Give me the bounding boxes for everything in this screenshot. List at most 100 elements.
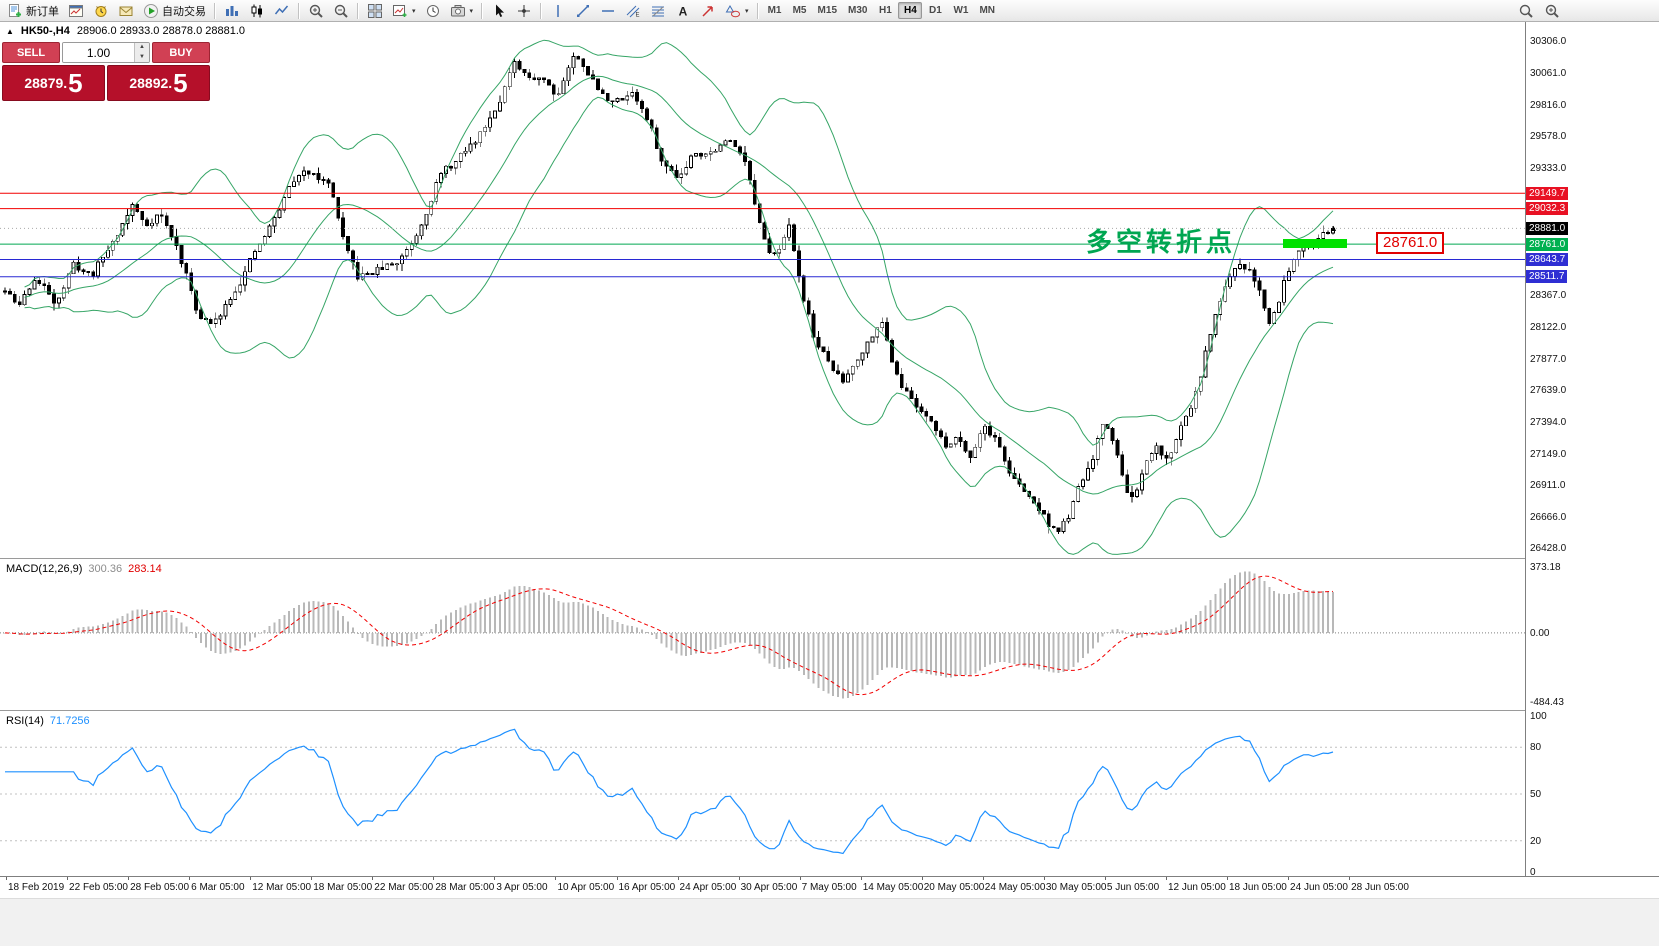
alarm-clock-icon bbox=[95, 5, 107, 17]
time-axis-tick bbox=[921, 877, 923, 880]
macd-label: MACD(12,26,9) 300.36 283.14 bbox=[6, 563, 162, 575]
price-tick-label: 26666.0 bbox=[1530, 511, 1567, 523]
timeframe-d1-button[interactable]: D1 bbox=[923, 2, 947, 19]
fibonacci-tool-button[interactable] bbox=[646, 1, 670, 20]
zoom-in-button[interactable] bbox=[304, 1, 328, 20]
chart-annotation-text[interactable]: 多空转折点 bbox=[1086, 227, 1237, 257]
timeframe-m30-button[interactable]: M30 bbox=[843, 2, 872, 19]
time-axis-tick bbox=[799, 877, 801, 880]
timeframe-w1-button[interactable]: W1 bbox=[948, 2, 973, 19]
toolbar: 新订单 自动交易 bbox=[0, 0, 1659, 22]
price-chart-panel[interactable]: ▲ HK50-,H4 28906.0 28933.0 28878.0 28881… bbox=[0, 22, 1525, 558]
line-chart-button[interactable] bbox=[270, 1, 294, 20]
period-clock-button[interactable] bbox=[421, 1, 445, 20]
price-line-tag: 28511.7 bbox=[1526, 270, 1568, 284]
buy-price[interactable]: 28892. 5 bbox=[107, 65, 210, 101]
horizontal-line-icon bbox=[602, 9, 615, 12]
new-order-button[interactable]: 新订单 bbox=[3, 1, 63, 20]
sell-price[interactable]: 28879. 5 bbox=[2, 65, 105, 101]
price-callout-label[interactable]: 28761.0 bbox=[1376, 232, 1445, 254]
vertical-line-tool-button[interactable] bbox=[546, 1, 570, 20]
timeframe-h1-button[interactable]: H1 bbox=[873, 2, 897, 19]
time-axis-tick bbox=[128, 877, 130, 880]
time-axis-tick bbox=[1043, 877, 1045, 880]
magnifier-plus-button[interactable] bbox=[1540, 1, 1564, 20]
price-line-tag: 28643.7 bbox=[1526, 252, 1569, 266]
candlestick-chart-button[interactable] bbox=[245, 1, 269, 20]
current-price-tag: 28881.0 bbox=[1526, 221, 1569, 235]
sell-price-big: 5 bbox=[68, 68, 83, 98]
time-axis-label: 12 Mar 05:00 bbox=[252, 882, 312, 893]
macd-canvas[interactable] bbox=[0, 560, 1525, 710]
arrow-object-button[interactable] bbox=[696, 1, 720, 20]
macd-scale-label: 0.00 bbox=[1530, 627, 1550, 639]
time-axis-tick bbox=[433, 877, 435, 880]
timeframe-m5-button[interactable]: M5 bbox=[788, 2, 812, 19]
time-axis-label: 18 Mar 05:00 bbox=[313, 882, 373, 893]
symbol-name: HK50-,H4 bbox=[20, 25, 70, 37]
macd-panel[interactable]: MACD(12,26,9) 300.36 283.14 bbox=[0, 560, 1525, 710]
rsi-canvas[interactable] bbox=[0, 712, 1525, 876]
buy-button[interactable]: BUY bbox=[152, 42, 210, 63]
sell-button[interactable]: SELL bbox=[2, 42, 60, 63]
text-label-icon: A bbox=[679, 4, 688, 18]
shapes-button[interactable]: ▾ bbox=[721, 1, 753, 20]
zoom-out-button[interactable] bbox=[329, 1, 353, 20]
time-axis-label: 22 Feb 05:00 bbox=[69, 882, 128, 893]
price-tick-label: 27877.0 bbox=[1530, 353, 1567, 365]
crosshair-icon bbox=[518, 4, 531, 17]
bar-chart-button[interactable] bbox=[220, 1, 244, 20]
search-button[interactable] bbox=[1514, 1, 1538, 20]
new-order-label: 新订单 bbox=[26, 5, 59, 18]
chart-symbol-info: ▲ HK50-,H4 28906.0 28933.0 28878.0 28881… bbox=[6, 25, 245, 37]
new-chart-button[interactable]: ▾ bbox=[388, 1, 420, 20]
timeframe-h4-button[interactable]: H4 bbox=[898, 2, 923, 19]
history-center-button[interactable] bbox=[89, 1, 113, 20]
horizontal-line-tool-button[interactable] bbox=[596, 1, 620, 20]
mail-button[interactable] bbox=[114, 1, 138, 20]
price-tick-label: 29578.0 bbox=[1530, 131, 1567, 143]
text-tool-button[interactable]: A bbox=[671, 1, 695, 20]
price-chart-canvas[interactable] bbox=[0, 22, 1525, 558]
rsi-panel[interactable]: RSI(14) 71.7256 bbox=[0, 712, 1525, 876]
tile-windows-icon bbox=[368, 3, 382, 18]
time-axis-tick bbox=[311, 877, 313, 880]
equidistant-channel-icon: E bbox=[626, 5, 640, 18]
time-axis[interactable]: 18 Feb 2019 22 Feb 05:00 28 Feb 05:00 6 Mar… bbox=[0, 876, 1659, 898]
cursor-tool-button[interactable] bbox=[487, 1, 511, 20]
buy-price-main: 28892. bbox=[129, 75, 173, 91]
time-axis-tick bbox=[189, 877, 191, 880]
autotrading-label: 自动交易 bbox=[162, 5, 206, 18]
price-line-tag: 29032.3 bbox=[1526, 202, 1569, 216]
toolbar-right-icons bbox=[1514, 1, 1564, 20]
price-line-tag: 28761.0 bbox=[1526, 237, 1569, 251]
price-axis[interactable]: 30306.0 30061.0 29816.0 29578.0 29333.0 28367… bbox=[1525, 22, 1659, 878]
toolbar-separator bbox=[298, 2, 300, 19]
trendline-tool-button[interactable] bbox=[571, 1, 595, 20]
volume-down-button[interactable]: ▼ bbox=[135, 52, 149, 62]
svg-text:A: A bbox=[679, 4, 688, 18]
screenshot-button[interactable]: ▾ bbox=[446, 1, 478, 20]
time-axis-label: 5 Jun 05:00 bbox=[1106, 882, 1160, 893]
green-level-marker[interactable] bbox=[1283, 239, 1347, 248]
timeframe-m1-button[interactable]: M1 bbox=[763, 2, 787, 19]
time-axis-label: 30 Apr 05:00 bbox=[740, 882, 798, 893]
timeframe-m15-button[interactable]: M15 bbox=[813, 2, 842, 19]
spinner-down-icon: ▼ bbox=[139, 53, 145, 60]
crosshair-tool-button[interactable] bbox=[512, 1, 536, 20]
bar-chart-icon bbox=[226, 5, 238, 16]
chart-window-button[interactable] bbox=[64, 1, 88, 20]
autotrading-button[interactable]: 自动交易 bbox=[139, 1, 210, 20]
timeframe-mn-button[interactable]: MN bbox=[974, 2, 1000, 19]
volume-spinner: ▲ ▼ bbox=[134, 43, 149, 62]
time-axis-tick bbox=[372, 877, 374, 880]
panel-splitter-2[interactable] bbox=[0, 710, 1659, 712]
panel-splitter-1[interactable] bbox=[0, 558, 1659, 560]
rsi-scale-label: 80 bbox=[1530, 742, 1542, 754]
equidistant-channel-tool-button[interactable]: E bbox=[621, 1, 645, 20]
volume-up-button[interactable]: ▲ bbox=[135, 43, 149, 53]
price-tick-label: 29333.0 bbox=[1530, 163, 1567, 175]
volume-input[interactable] bbox=[63, 43, 134, 62]
price-tick-label: 30061.0 bbox=[1530, 68, 1567, 80]
tile-windows-button[interactable] bbox=[363, 1, 387, 20]
